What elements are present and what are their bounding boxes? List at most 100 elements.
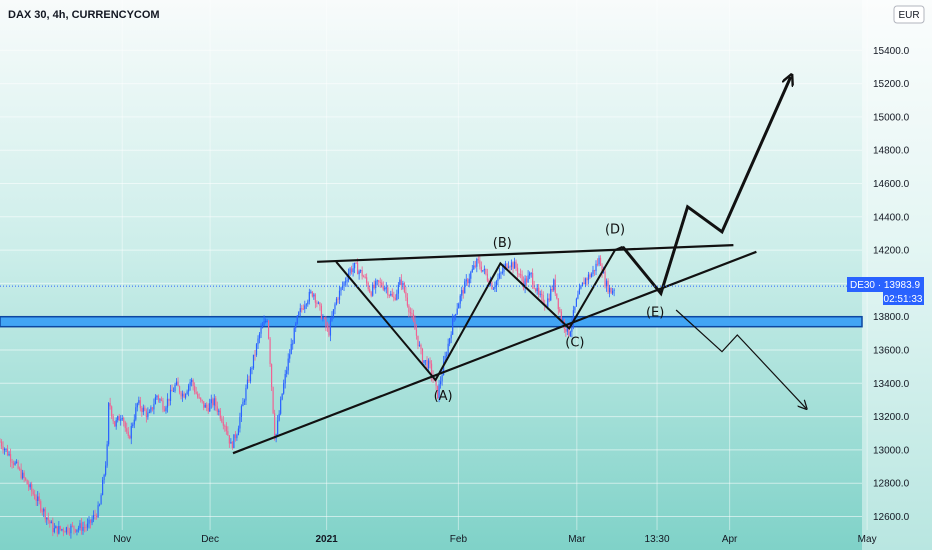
candle-body: [470, 272, 472, 279]
candle-body: [427, 360, 430, 369]
candle-body: [557, 298, 559, 310]
candle-body: [506, 263, 508, 268]
candle-body: [9, 454, 12, 462]
candle-body: [536, 287, 538, 292]
candle-body: [577, 294, 579, 299]
candle-body: [495, 281, 498, 287]
candle-body: [188, 385, 190, 392]
time-axis[interactable]: Nov Dec 2021 Feb Mar 13:30 Apr May: [113, 534, 876, 545]
candle-body: [195, 391, 197, 394]
candle-body: [335, 298, 338, 305]
candle-body: [587, 274, 590, 281]
candle-body: [212, 399, 214, 406]
candle-body: [26, 479, 28, 485]
candle-body: [568, 325, 570, 336]
candle-body: [61, 529, 63, 531]
candle-body: [95, 515, 98, 518]
pattern-lines[interactable]: [232, 77, 806, 455]
candle-body: [494, 286, 496, 289]
price-tick-label: 14200.0: [873, 246, 910, 257]
time-tick-label: 13:30: [645, 534, 670, 545]
candle-body: [438, 384, 440, 399]
wave-labels: (A) (B) (C) (D) (E): [434, 222, 665, 404]
currency-button[interactable]: EUR: [893, 5, 925, 24]
candle-body: [553, 279, 555, 291]
candle-body: [390, 293, 392, 296]
candle-body: [400, 279, 402, 285]
candle-body: [605, 280, 608, 287]
candle-body: [11, 461, 13, 464]
candle-body: [38, 496, 40, 502]
price-tick-label: 14600.0: [873, 179, 910, 190]
candle-body: [145, 410, 147, 418]
upper-trendline[interactable]: [317, 244, 734, 263]
candle-body: [399, 279, 401, 285]
candle-body: [246, 379, 249, 388]
candle-body: [169, 389, 172, 401]
candle-body: [340, 287, 342, 291]
candle-body: [154, 397, 157, 405]
candle-body: [115, 420, 117, 427]
bullish-projection[interactable]: [621, 77, 791, 297]
candle-body: [237, 428, 240, 436]
candle-body: [74, 529, 77, 532]
candle-body: [320, 305, 322, 320]
candle-body: [319, 302, 321, 306]
candle-body: [233, 434, 235, 449]
candle-body: [210, 399, 212, 404]
candle-body: [219, 410, 221, 419]
candles-group: [0, 255, 615, 539]
candle-body: [462, 290, 464, 294]
candle-body: [53, 528, 55, 533]
candle-body: [236, 435, 238, 439]
bearish-projection[interactable]: [675, 309, 806, 408]
time-tick-label: Nov: [113, 534, 131, 545]
candle-body: [135, 407, 137, 420]
candle-body: [447, 343, 449, 355]
lower-trendline[interactable]: [232, 250, 757, 455]
candle-body: [507, 266, 510, 268]
support-zone-rect[interactable]: [0, 315, 863, 328]
candle-body: [129, 435, 131, 439]
candle-body: [124, 422, 126, 429]
candle-body: [274, 413, 276, 439]
candle-body: [121, 418, 123, 420]
candle-body: [364, 276, 366, 278]
candle-body: [165, 407, 167, 412]
candle-body: [353, 262, 356, 269]
wave-zigzag[interactable]: [335, 245, 624, 382]
candle-body: [441, 375, 443, 382]
candle-body: [464, 281, 466, 294]
candle-body: [266, 320, 268, 322]
candle-body: [535, 288, 537, 292]
candle-body: [231, 441, 233, 449]
candle-body: [316, 302, 318, 304]
support-zone: [0, 315, 863, 328]
candle-body: [403, 283, 405, 292]
candle-body: [477, 258, 479, 261]
candle-body: [504, 263, 507, 267]
price-tick-label: 13600.0: [873, 346, 910, 357]
time-tick-label: 2021: [315, 534, 338, 545]
candle-body: [111, 406, 113, 417]
candle-body: [255, 344, 258, 355]
candle-body: [160, 399, 163, 401]
candle-body: [40, 501, 42, 511]
candle-body: [159, 399, 161, 401]
candle-body: [67, 527, 69, 533]
candle-body: [452, 318, 454, 335]
candle-body: [358, 271, 360, 275]
candle-body: [153, 404, 155, 410]
candle-body: [150, 407, 152, 412]
candle-body: [349, 268, 351, 274]
candle-body: [455, 314, 457, 316]
candle-body: [307, 301, 309, 305]
candle-body: [109, 403, 111, 407]
candle-body: [228, 435, 230, 444]
candle-body: [103, 474, 105, 480]
candle-body: [65, 527, 67, 533]
candle-body: [41, 510, 43, 512]
candle-body: [46, 517, 48, 520]
candle-body: [317, 302, 319, 304]
candle-body: [168, 398, 170, 401]
